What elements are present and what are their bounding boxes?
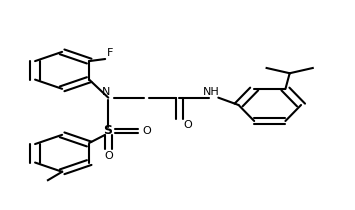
Text: F: F (107, 48, 113, 58)
Text: O: O (104, 151, 113, 161)
Text: NH: NH (203, 87, 220, 97)
Text: S: S (103, 124, 113, 137)
Text: O: O (142, 126, 151, 136)
Text: N: N (102, 87, 111, 97)
Text: O: O (184, 120, 192, 130)
